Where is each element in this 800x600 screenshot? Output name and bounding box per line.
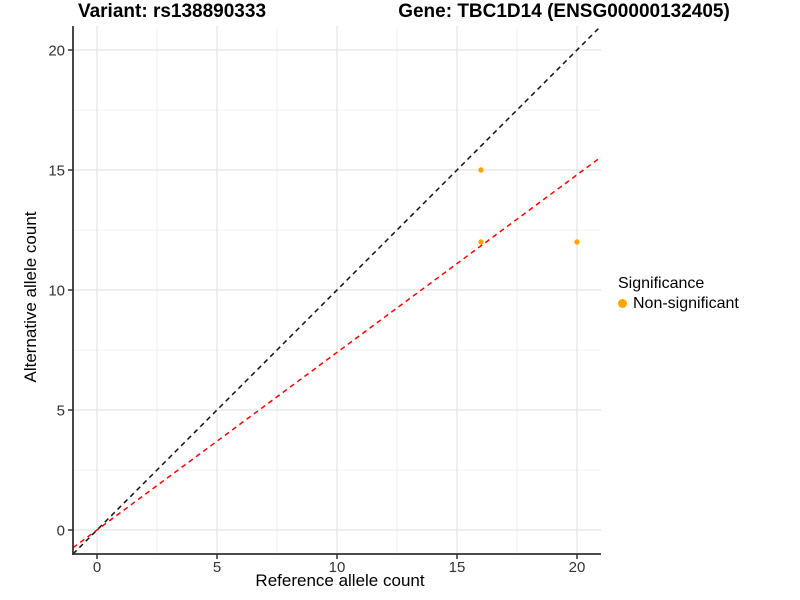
data-point	[574, 239, 580, 245]
x-tick-label: 0	[93, 559, 101, 576]
y-tick-label: 5	[57, 403, 65, 420]
legend-item-non-significant: Non-significant	[618, 295, 739, 312]
x-tick-label: 15	[449, 559, 466, 576]
y-axis-title: Alternative allele count	[21, 211, 40, 383]
data-point	[478, 167, 484, 173]
y-tick-label: 10	[48, 283, 65, 300]
y-tick-label: 0	[57, 523, 65, 540]
legend: Significance Non-significant	[618, 274, 739, 312]
x-tick-label: 5	[213, 559, 221, 576]
legend-item-label: Non-significant	[633, 295, 739, 312]
refline-identity	[72, 25, 602, 555]
x-axis-title: Reference allele count	[255, 571, 425, 590]
axis-ticks	[68, 49, 578, 559]
data-point	[478, 239, 484, 245]
data-points	[478, 167, 580, 245]
plot-title-gene: Gene: TBC1D14 (ENSG00000132405)	[398, 1, 730, 22]
x-tick-label: 10	[329, 559, 346, 576]
y-tick-label: 15	[48, 163, 65, 180]
legend-point-icon	[618, 299, 627, 308]
legend-title: Significance	[618, 275, 705, 292]
reference-lines	[72, 25, 602, 555]
plot-title-variant: Variant: rs138890333	[77, 1, 267, 22]
axis-tick-labels: 0 5 10 15 20 0 5 10 15 20	[48, 43, 585, 577]
refline-expected-ratio	[72, 156, 602, 549]
y-tick-label: 20	[48, 43, 65, 60]
x-tick-label: 20	[569, 559, 586, 576]
